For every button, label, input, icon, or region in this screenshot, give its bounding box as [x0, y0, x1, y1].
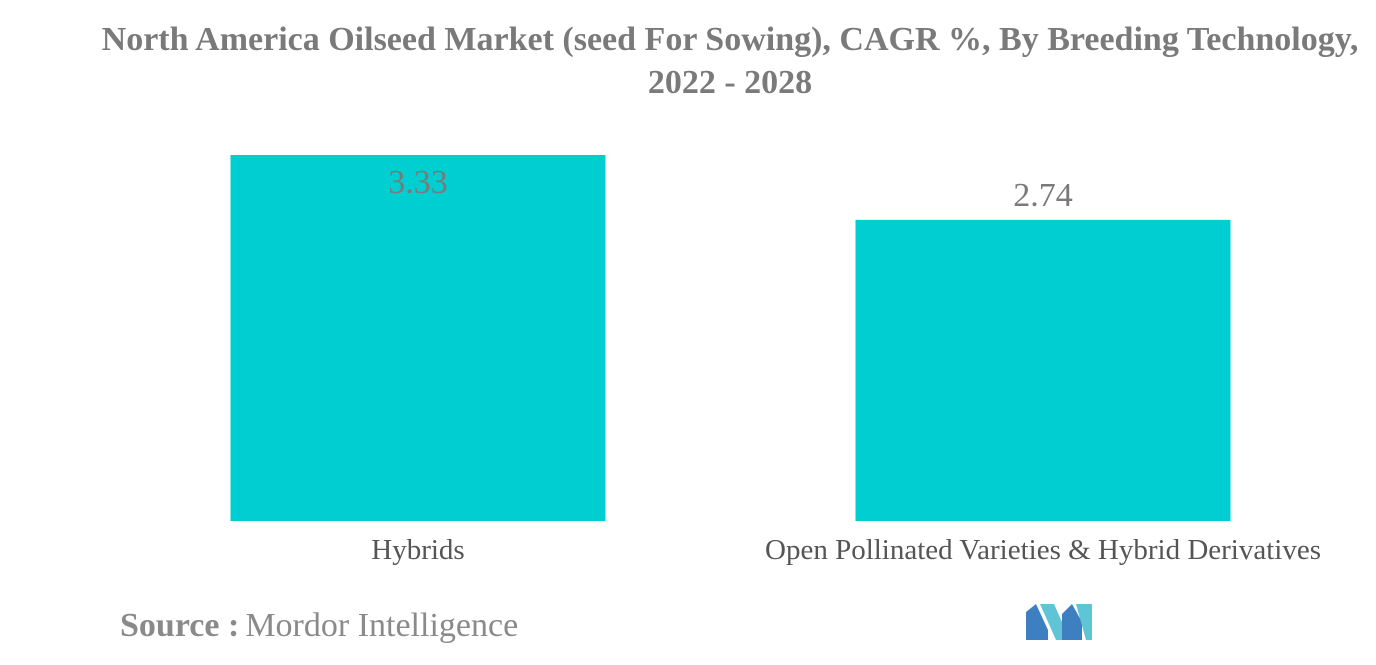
logo-shape-left — [1026, 604, 1048, 640]
chart-title: North America Oilseed Market (seed For S… — [101, 21, 1359, 101]
logo-shape-right — [1062, 604, 1082, 640]
category-label-2: Open Pollinated Varieties & Hybrid Deriv… — [765, 534, 1321, 566]
source-value: Mordor Intelligence — [245, 607, 519, 644]
category-label-1: Hybrids — [371, 534, 464, 566]
bar-1 — [230, 155, 606, 521]
source-line: Source : Mordor Intelligence — [120, 607, 518, 645]
source-label: Source : — [120, 607, 240, 644]
bar-2 — [855, 219, 1231, 521]
data-label-2: 2.74 — [1013, 177, 1073, 214]
data-label-1: 3.33 — [388, 164, 448, 201]
logo-shape-tail — [1076, 604, 1092, 640]
mordor-intelligence-logo — [1026, 604, 1092, 640]
